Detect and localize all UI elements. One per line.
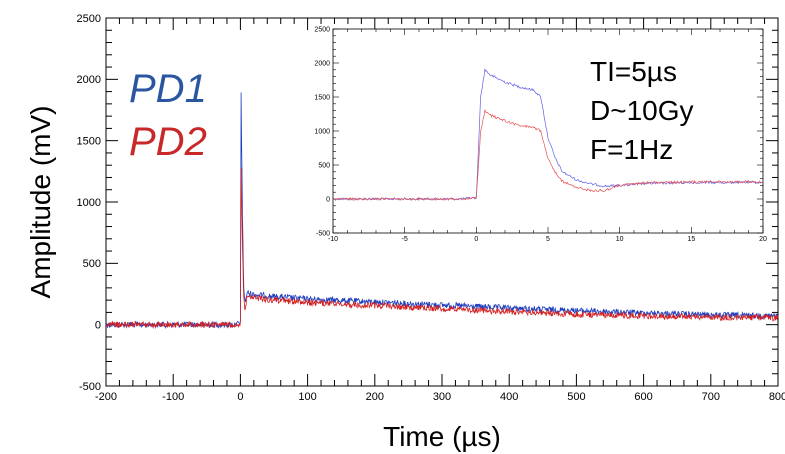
x-tick-label: 100 bbox=[298, 391, 316, 403]
x-tick-label: 10 bbox=[616, 236, 624, 243]
legend-pd2: PD2 bbox=[129, 120, 207, 164]
x-tick-label: 20 bbox=[759, 236, 767, 243]
series-line-pd1 bbox=[105, 92, 779, 330]
y-tick-label: 2000 bbox=[77, 74, 101, 86]
x-tick-label: 600 bbox=[634, 391, 652, 403]
y-tick-label: -500 bbox=[79, 381, 101, 393]
y-tick-label: 0 bbox=[95, 320, 101, 332]
x-tick-label: 400 bbox=[500, 391, 518, 403]
x-tick-label: 200 bbox=[366, 391, 384, 403]
x-tick-label: -100 bbox=[162, 391, 184, 403]
x-tick-label: 500 bbox=[567, 391, 585, 403]
annotation-dose: D~10Gy bbox=[590, 95, 694, 126]
series-line-pd2 bbox=[332, 109, 764, 202]
x-tick-label: -200 bbox=[95, 391, 117, 403]
x-tick-label: 15 bbox=[687, 236, 695, 243]
x-tick-label: 0 bbox=[237, 391, 243, 403]
y-tick-label: -500 bbox=[316, 230, 330, 237]
annotation-ti: TI=5µs bbox=[590, 56, 677, 87]
y-tick-label: 2000 bbox=[314, 60, 330, 67]
annotation-freq: F=1Hz bbox=[590, 134, 673, 165]
y-tick-label: 1000 bbox=[314, 128, 330, 135]
y-tick-label: 2500 bbox=[77, 13, 101, 25]
y-tick-label: 1500 bbox=[77, 136, 101, 148]
x-tick-label: 0 bbox=[474, 236, 478, 243]
y-tick-label: 1500 bbox=[314, 94, 330, 101]
inset-axis-ticks: -10 -5 0 5 10 15 20 -500 0 500 1000 1500 2000 2500 bbox=[314, 26, 767, 243]
y-tick-label: 500 bbox=[83, 258, 101, 270]
x-axis-title: Time (µs) bbox=[383, 421, 501, 452]
y-tick-label: 500 bbox=[318, 162, 330, 169]
y-tick-label: 1000 bbox=[77, 197, 101, 209]
y-tick-label: 2500 bbox=[314, 26, 330, 33]
main-axis-ticks: -200 -100 0 100 200 300 400 500 600 700 800-500050… bbox=[77, 13, 785, 403]
x-tick-label: 5 bbox=[546, 236, 550, 243]
x-tick-label: 700 bbox=[702, 391, 720, 403]
y-axis-title: Amplitude (mV) bbox=[25, 106, 56, 299]
x-tick-label: 800 bbox=[769, 391, 785, 403]
x-tick-label: -5 bbox=[402, 236, 408, 243]
inset-background bbox=[333, 29, 763, 233]
series-line-pd2 bbox=[105, 167, 779, 330]
inset-series-group bbox=[332, 68, 764, 202]
main-series-group bbox=[105, 92, 779, 330]
legend-pd1: PD1 bbox=[129, 67, 207, 111]
x-tick-label: 300 bbox=[433, 391, 451, 403]
x-tick-label: -10 bbox=[328, 236, 338, 243]
y-tick-label: 0 bbox=[326, 196, 330, 203]
